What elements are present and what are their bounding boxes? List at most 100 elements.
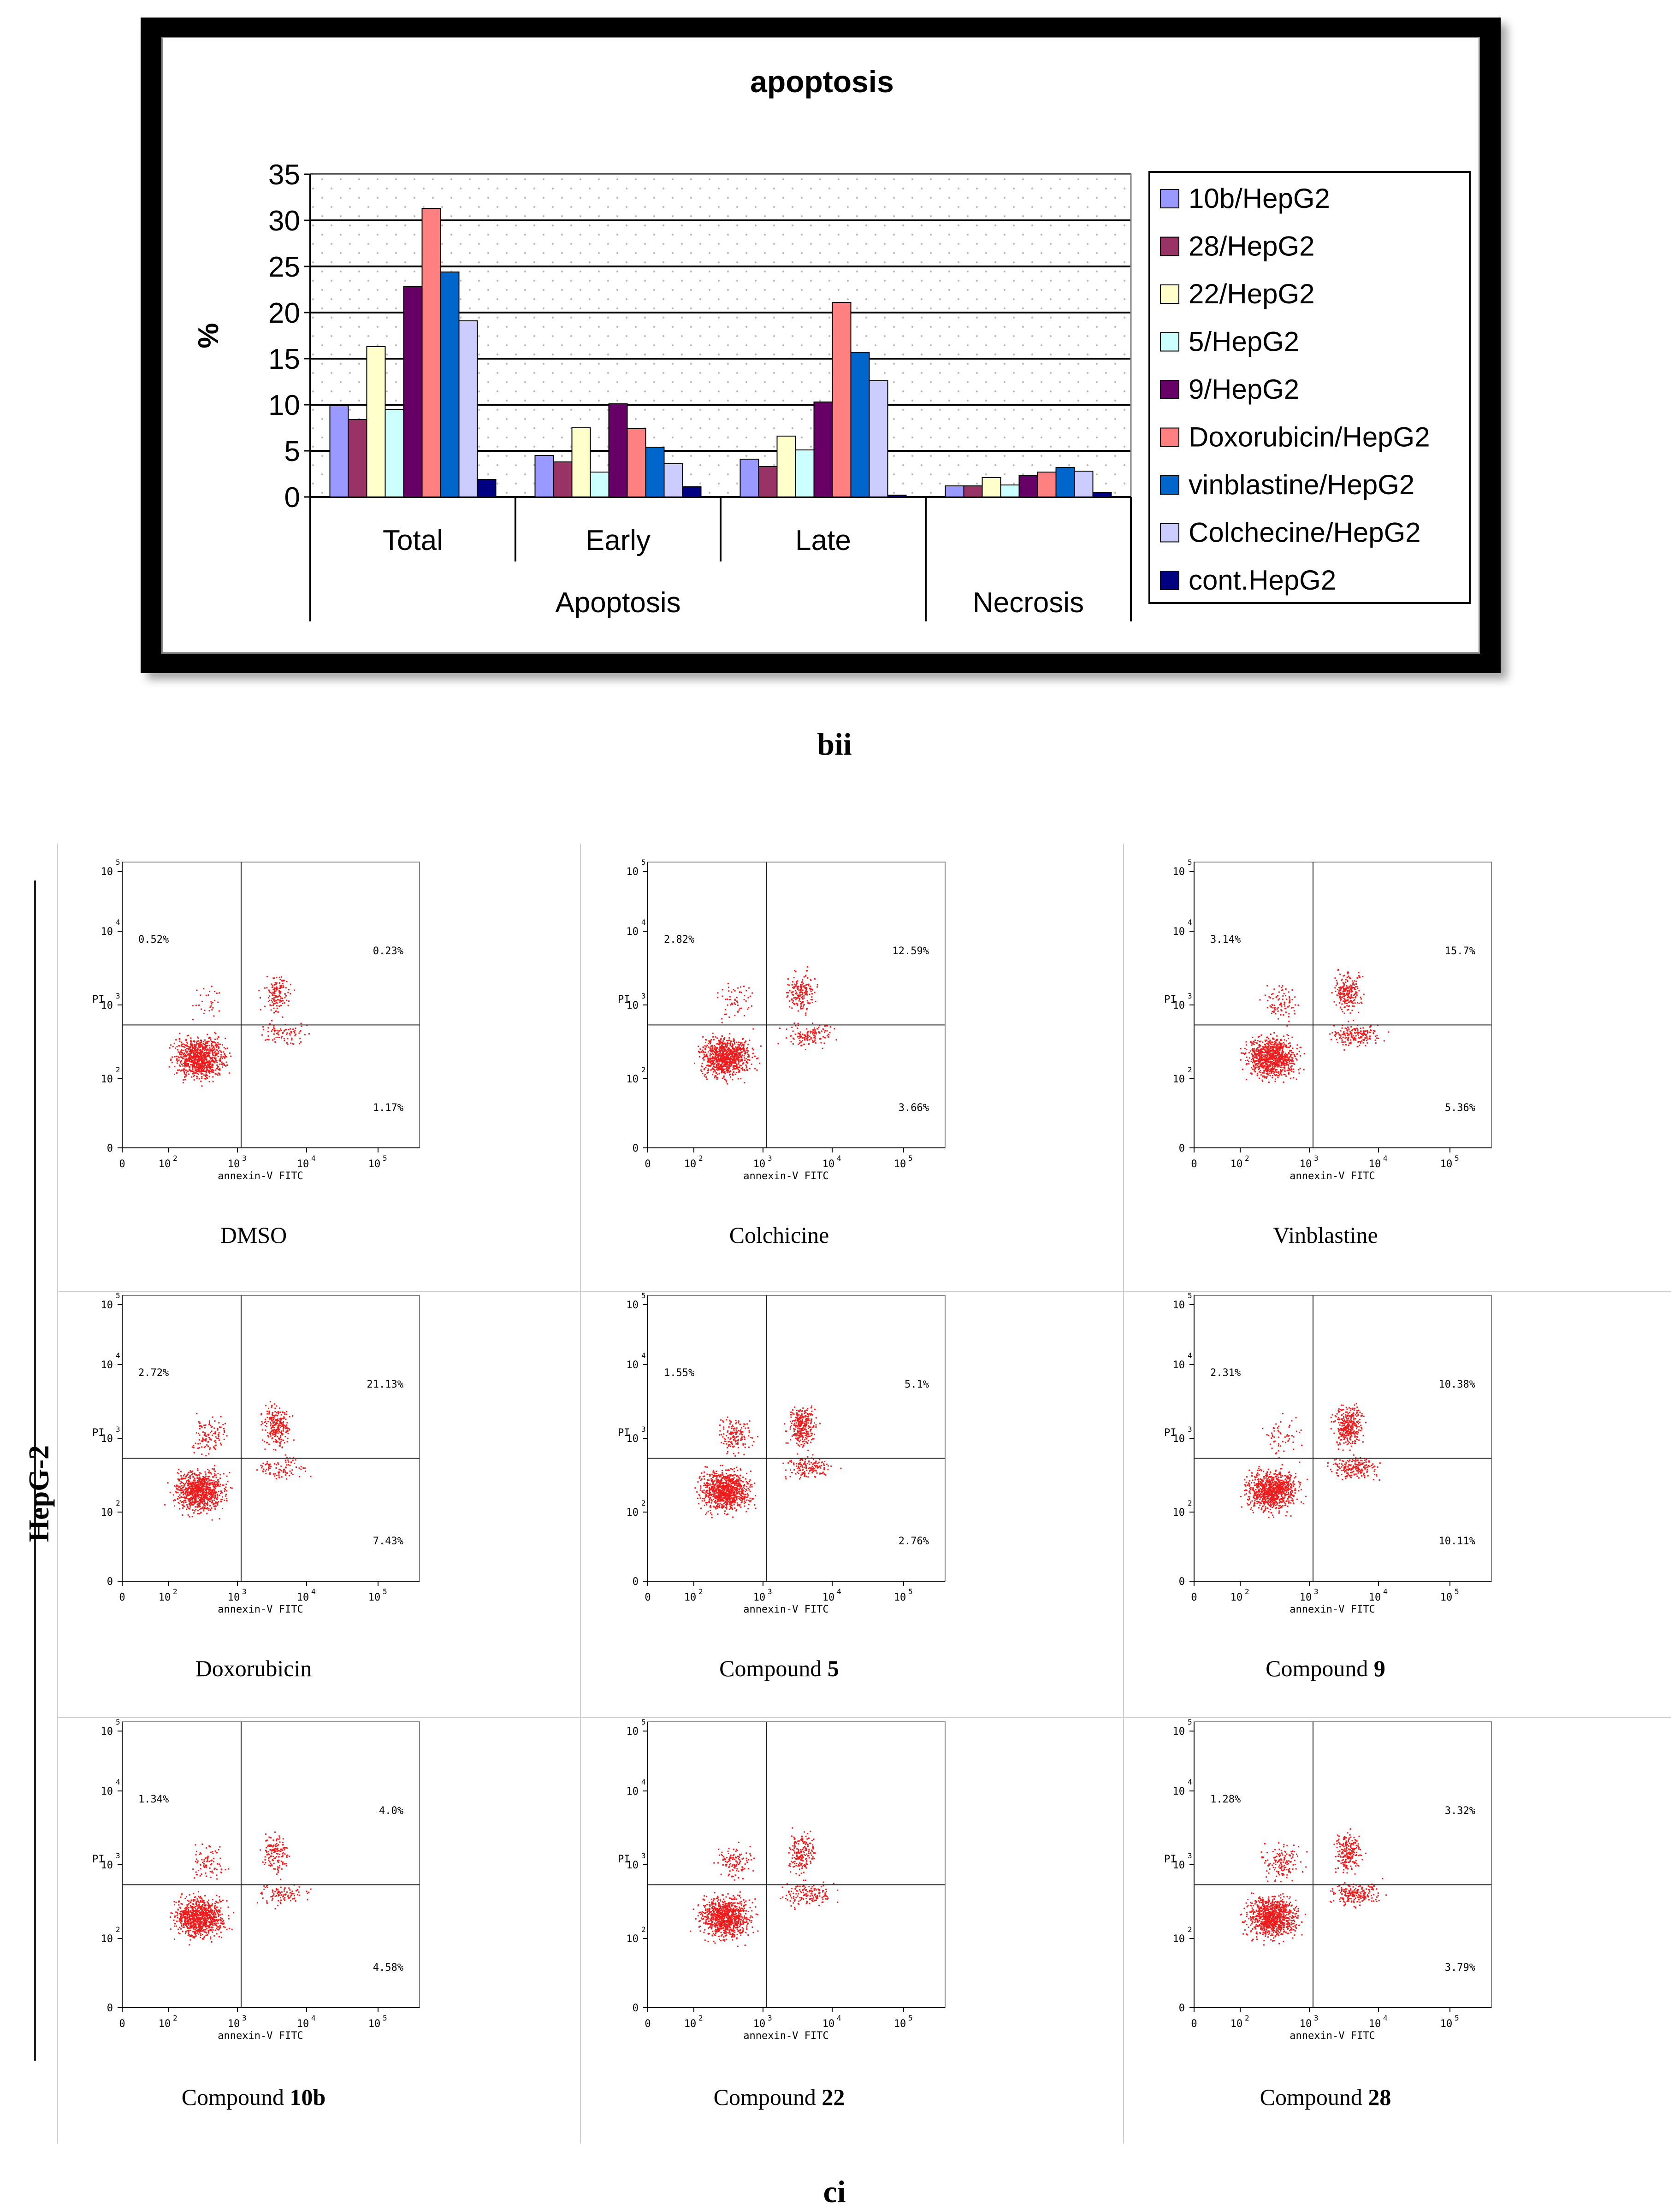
event-dot [205,1476,207,1477]
event-dot [200,1501,201,1502]
event-dot [812,1032,814,1033]
event-dot [721,1055,722,1057]
bar [946,486,964,497]
event-dot [805,984,807,986]
event-dot [202,1494,204,1495]
event-dot [1250,1050,1251,1052]
event-dot [1343,975,1344,976]
event-dot [1344,1013,1345,1014]
event-dot [192,1504,194,1506]
event-dot [273,997,275,999]
event-dot [1270,1054,1271,1055]
event-dot [1375,1042,1377,1044]
event-dot [1253,1064,1254,1066]
event-dot [210,1039,212,1040]
event-dot [801,994,803,995]
event-dot [1260,1041,1261,1042]
event-dot [211,1071,213,1073]
event-dot [1346,1028,1347,1029]
event-dot [1338,990,1340,992]
event-dot [1285,1054,1286,1056]
event-dot [824,1030,826,1032]
y-tick-label: 25 [268,251,300,283]
event-dot [727,1052,728,1053]
event-dot [193,1063,195,1064]
event-dot [739,992,740,993]
event-dot [188,1514,189,1516]
event-dot [207,1487,208,1489]
event-dot [1282,1069,1284,1070]
y-tick-label: 10 [1173,926,1185,938]
event-dot [799,1000,800,1002]
event-dot [286,1032,288,1034]
event-dot [199,1504,201,1506]
event-dot [205,1473,207,1475]
event-dot [811,996,812,998]
bar [964,486,982,497]
event-dot [795,999,797,1000]
event-dot [728,1016,730,1018]
event-dot [301,1026,302,1027]
event-dot [183,1046,185,1047]
event-dot [710,1047,711,1049]
event-dot [1289,1061,1290,1063]
event-dot [1290,1066,1291,1068]
event-dot [721,1045,722,1046]
event-dot [196,1489,197,1490]
event-dot [710,1051,712,1052]
event-dot [1265,994,1266,996]
event-dot [712,1036,714,1038]
event-dot [204,1070,206,1072]
event-dot [1363,994,1365,995]
event-dot [1277,1075,1278,1076]
event-dot [1299,1051,1300,1052]
event-dot [271,1030,272,1032]
event-dot [1269,1052,1271,1053]
event-dot [1271,994,1272,995]
event-dot [203,1067,204,1068]
event-dot [739,1008,741,1009]
event-dot [190,1052,192,1054]
event-dot [728,1037,730,1039]
event-dot [1280,1003,1281,1004]
event-dot [823,1029,824,1030]
event-dot [207,1507,208,1508]
event-dot [804,976,805,977]
event-dot [185,1049,186,1050]
event-dot [1283,1081,1284,1083]
event-dot [188,1472,189,1473]
event-dot [811,993,813,994]
event-dot [218,1479,219,1480]
event-dot [213,1500,215,1501]
event-dot [735,1046,736,1048]
event-dot [743,1045,745,1046]
event-dot [1360,1041,1361,1042]
event-dot [216,1074,218,1075]
event-dot [189,1478,191,1479]
event-dot [178,1503,180,1504]
event-dot [1279,1054,1281,1056]
event-dot [1361,1040,1362,1042]
event-dot [191,1482,193,1483]
event-dot [746,1048,747,1050]
event-dot [1348,1002,1349,1003]
event-dot [1345,1000,1347,1002]
quadrant-lr-pct: 1.17% [373,1102,403,1114]
event-dot [798,1023,799,1024]
event-dot [1354,988,1355,990]
bar [367,347,385,497]
event-dot [227,1047,228,1049]
legend-swatch [1160,476,1179,494]
event-dot [212,1482,213,1483]
event-dot [206,1478,207,1479]
event-dot [1362,1034,1364,1036]
event-dot [1276,1058,1278,1059]
event-dot [1292,1063,1294,1064]
event-dot [225,1487,226,1488]
event-dot [743,986,745,987]
event-dot [730,1004,731,1005]
event-dot [704,1069,705,1070]
event-dot [269,1004,271,1005]
event-dot [224,1058,225,1059]
event-dot [815,1037,816,1039]
